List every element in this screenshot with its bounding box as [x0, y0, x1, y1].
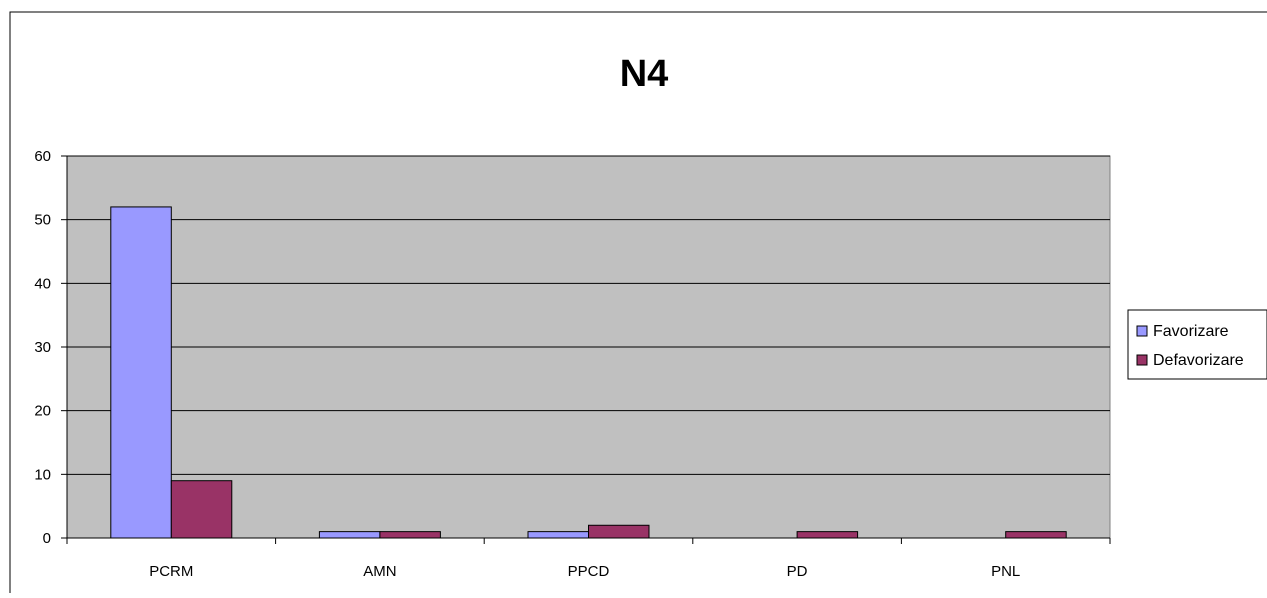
- x-tick-label: PCRM: [149, 563, 193, 580]
- legend-label-defavorizare: Defavorizare: [1153, 352, 1244, 369]
- bar-favorizare-pcrm: [110, 206, 172, 539]
- y-tick-label: 50: [34, 212, 51, 229]
- x-tick-label: PPCD: [568, 563, 610, 580]
- y-tick-label: 20: [34, 403, 51, 420]
- bar-defavorizare-pcrm: [170, 480, 233, 539]
- legend-label-favorizare: Favorizare: [1153, 323, 1229, 340]
- bar-favorizare-amn: [318, 531, 381, 539]
- bar-defavorizare-pd: [796, 531, 859, 539]
- legend: Favorizare Defavorizare: [1127, 309, 1267, 380]
- legend-swatch-favorizare: [1136, 325, 1148, 337]
- gridlines: [67, 155, 1110, 475]
- legend-item-defavorizare: Defavorizare: [1136, 352, 1244, 369]
- chart-title: N4: [620, 53, 669, 95]
- legend-item-favorizare: Favorizare: [1136, 323, 1229, 340]
- y-tick-label: 40: [34, 275, 51, 292]
- bar-defavorizare-pnl: [1005, 531, 1067, 539]
- x-axis: PCRM AMN PPCD PD PNL: [66, 537, 1111, 580]
- x-tick-label: AMN: [363, 563, 396, 580]
- bar-favorizare-ppcd: [527, 531, 589, 539]
- y-tick-label: 60: [34, 148, 51, 165]
- y-tick-label: 30: [34, 339, 51, 356]
- y-axis: 0 10 20 30 40 50 60: [34, 148, 68, 547]
- legend-swatch-defavorizare: [1136, 354, 1148, 366]
- x-tick-label: PNL: [991, 563, 1020, 580]
- y-tick-label: 0: [43, 530, 51, 547]
- x-tick-label: PD: [787, 563, 808, 580]
- bar-defavorizare-ppcd: [588, 524, 650, 539]
- bars: [110, 206, 1067, 539]
- chart-border: [9, 11, 1267, 593]
- bar-defavorizare-amn: [379, 531, 441, 539]
- y-tick-label: 10: [34, 466, 51, 483]
- legend-box: [1127, 309, 1267, 380]
